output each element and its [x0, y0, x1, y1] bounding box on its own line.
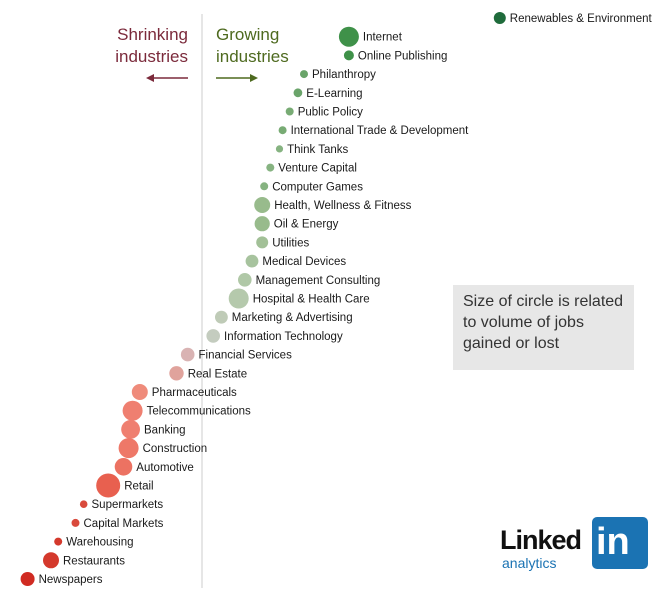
logo-in-box: in	[592, 517, 648, 569]
label-construction: Construction	[143, 443, 208, 455]
linkedin-analytics-logo: Linked in analytics	[500, 515, 650, 575]
point-construction	[118, 438, 139, 459]
label-oil-energy: Oil & Energy	[274, 219, 339, 231]
point-supermarkets	[79, 500, 88, 509]
label-restaurants: Restaurants	[63, 555, 125, 567]
label-real-estate: Real Estate	[188, 368, 247, 380]
point-restaurants	[43, 552, 59, 569]
label-financial-services: Financial Services	[199, 350, 293, 362]
label-think-tanks: Think Tanks	[287, 144, 348, 156]
point-medical-devices	[245, 254, 259, 268]
point-public-policy	[285, 107, 294, 116]
point-financial-services	[180, 347, 195, 362]
label-health-wellness-fitness: Health, Wellness & Fitness	[274, 200, 411, 212]
label-international-trade-development: International Trade & Development	[291, 125, 470, 137]
point-oil-energy	[254, 216, 270, 232]
label-capital-markets: Capital Markets	[84, 518, 164, 530]
point-retail	[96, 473, 121, 498]
label-banking: Banking	[144, 424, 186, 436]
label-information-technology: Information Technology	[224, 331, 343, 343]
point-newspapers	[20, 572, 35, 586]
point-capital-markets	[71, 518, 80, 527]
point-e-learning	[293, 88, 303, 98]
label-automotive: Automotive	[136, 462, 194, 474]
label-marketing-advertising: Marketing & Advertising	[232, 312, 353, 324]
shrinking-header-line1: Shrinking	[117, 25, 188, 44]
point-computer-games	[260, 182, 269, 191]
label-pharmaceuticals: Pharmaceuticals	[152, 387, 237, 399]
point-internet	[338, 26, 359, 47]
point-online-publishing	[343, 50, 354, 61]
point-hospital-health-care	[228, 288, 249, 309]
growing-header-line2: industries	[216, 47, 289, 66]
size-legend-note: Size of circle is related to volume of j…	[453, 285, 634, 370]
point-marketing-advertising	[215, 310, 228, 324]
data-points: Renewables & Environment Internet Online P…	[20, 12, 653, 586]
label-internet: Internet	[363, 32, 403, 44]
point-philanthropy	[300, 70, 308, 79]
logo-wordmark: Linked	[500, 525, 582, 555]
label-newspapers: Newspapers	[39, 574, 103, 586]
label-utilities: Utilities	[272, 237, 309, 249]
point-automotive	[114, 458, 133, 476]
point-banking	[121, 420, 140, 439]
label-philanthropy: Philanthropy	[312, 69, 376, 81]
logo-subtitle: analytics	[502, 555, 557, 571]
label-management-consulting: Management Consulting	[256, 275, 381, 287]
label-public-policy: Public Policy	[298, 107, 363, 119]
point-think-tanks	[275, 145, 284, 153]
point-management-consulting	[238, 273, 252, 287]
point-telecommunications	[122, 400, 143, 421]
label-computer-games: Computer Games	[272, 181, 363, 193]
label-telecommunications: Telecommunications	[147, 406, 251, 418]
label-supermarkets: Supermarkets	[92, 499, 164, 511]
label-warehousing: Warehousing	[66, 537, 133, 549]
label-online-publishing: Online Publishing	[358, 50, 448, 62]
growing-header-line1: Growing	[216, 25, 279, 44]
point-pharmaceuticals	[131, 384, 148, 400]
point-utilities	[256, 236, 269, 249]
right-arrow-icon	[216, 74, 258, 82]
label-e-learning: E-Learning	[306, 88, 362, 100]
point-international-trade-development	[278, 126, 287, 135]
label-retail: Retail	[124, 481, 153, 493]
point-information-technology	[206, 329, 220, 343]
label-renewables-environment: Renewables & Environment	[510, 13, 653, 25]
point-renewables-environment	[493, 12, 506, 24]
label-venture-capital: Venture Capital	[278, 163, 357, 175]
point-real-estate	[169, 366, 184, 381]
shrinking-header-line2: industries	[115, 47, 188, 66]
left-arrow-icon	[146, 74, 188, 82]
label-medical-devices: Medical Devices	[262, 256, 346, 268]
point-health-wellness-fitness	[254, 197, 271, 213]
point-venture-capital	[266, 163, 275, 172]
label-hospital-health-care: Hospital & Health Care	[253, 294, 370, 306]
point-warehousing	[54, 537, 63, 546]
